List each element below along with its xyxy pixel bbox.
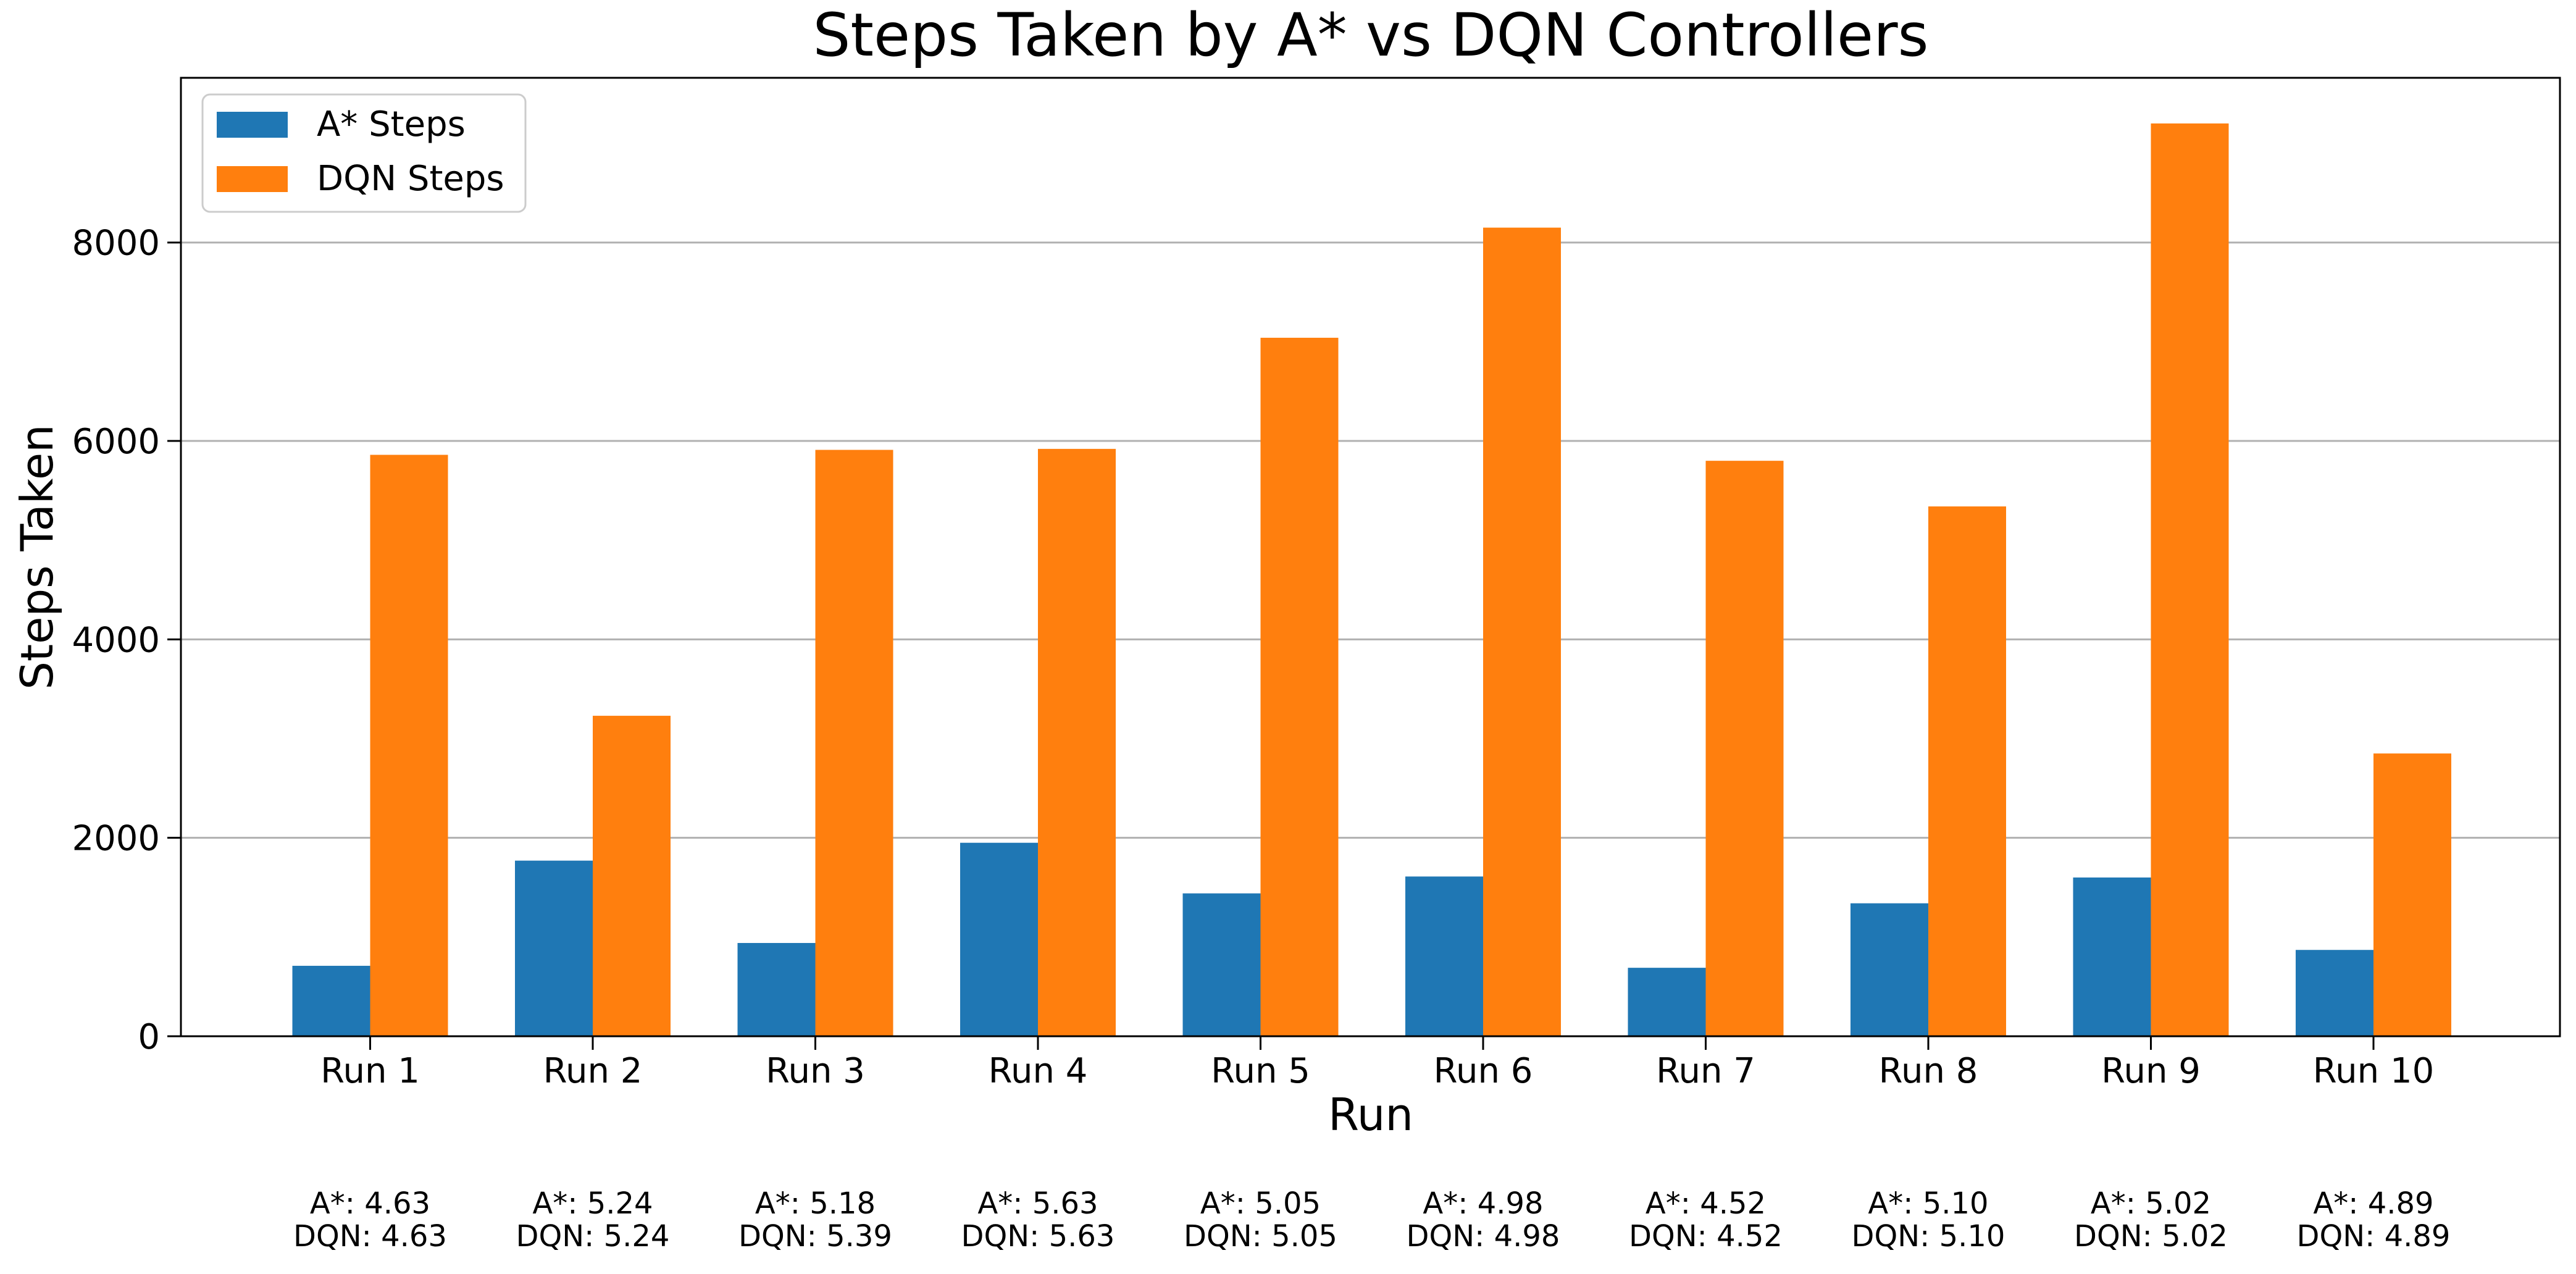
dqn-annotation: DQN: 5.02 bbox=[2074, 1219, 2228, 1254]
astar-bar bbox=[2296, 950, 2373, 1036]
y-axis-ticks: 0 2000 4000 6000 8000 bbox=[72, 224, 181, 1057]
y-tick-label: 0 bbox=[138, 1017, 160, 1057]
bars bbox=[292, 123, 2451, 1037]
astar-bar bbox=[737, 942, 816, 1036]
y-tick-label: 8000 bbox=[72, 224, 160, 264]
legend-label: DQN Steps bbox=[317, 159, 504, 199]
astar-bar bbox=[1850, 903, 1928, 1036]
y-tick-label: 6000 bbox=[72, 422, 160, 462]
astar-annotation: A*: 4.52 bbox=[1646, 1186, 1766, 1221]
astar-annotation: A*: 4.98 bbox=[1423, 1186, 1543, 1221]
x-tick-label: Run 6 bbox=[1434, 1051, 1533, 1091]
chart-title: Steps Taken by A* vs DQN Controllers bbox=[813, 1, 1928, 70]
astar-annotation: A*: 4.63 bbox=[310, 1186, 430, 1221]
astar-annotation: A*: 5.24 bbox=[532, 1186, 653, 1221]
astar-bar bbox=[515, 860, 593, 1036]
x-tick-label: Run 4 bbox=[989, 1051, 1088, 1091]
x-axis-label: Run bbox=[1328, 1089, 1413, 1141]
dqn-annotation: DQN: 5.05 bbox=[1184, 1219, 1337, 1254]
dqn-bar bbox=[815, 450, 893, 1036]
astar-bar bbox=[292, 965, 370, 1036]
astar-annotation: A*: 5.18 bbox=[755, 1186, 876, 1221]
dqn-annotation: DQN: 5.39 bbox=[738, 1219, 892, 1254]
dqn-annotation: DQN: 4.89 bbox=[2297, 1219, 2451, 1254]
astar-annotation: A*: 4.89 bbox=[2313, 1186, 2433, 1221]
dqn-annotation: DQN: 5.24 bbox=[516, 1219, 670, 1254]
x-tick-label: Run 1 bbox=[320, 1051, 420, 1091]
dqn-annotation: DQN: 5.63 bbox=[961, 1219, 1115, 1254]
astar-bar bbox=[1405, 876, 1483, 1036]
x-axis-ticks: Run 1 Run 2 Run 3 Run 4 Run 5 Run 6 Run 7 Run 8… bbox=[320, 1036, 2434, 1091]
dqn-bar bbox=[1038, 448, 1116, 1036]
x-tick-label: Run 3 bbox=[766, 1051, 865, 1091]
dqn-bar bbox=[1928, 506, 2006, 1036]
dqn-bar bbox=[593, 716, 671, 1036]
dqn-annotation: DQN: 5.10 bbox=[1852, 1219, 2005, 1254]
x-tick-label: Run 10 bbox=[2313, 1051, 2434, 1091]
astar-annotation: A*: 5.05 bbox=[1200, 1186, 1321, 1221]
legend-swatch bbox=[217, 112, 288, 138]
astar-bar bbox=[960, 842, 1038, 1036]
x-tick-label: Run 5 bbox=[1211, 1051, 1310, 1091]
astar-bar bbox=[1628, 968, 1706, 1036]
legend-swatch bbox=[217, 166, 288, 192]
y-tick-label: 2000 bbox=[72, 819, 160, 859]
x-tick-label: Run 7 bbox=[1656, 1051, 1755, 1091]
dqn-bar bbox=[1705, 461, 1784, 1036]
dqn-bar bbox=[2151, 123, 2229, 1036]
dqn-annotation: DQN: 4.63 bbox=[293, 1219, 447, 1254]
dqn-annotation: DQN: 4.52 bbox=[1629, 1219, 1783, 1254]
astar-bar bbox=[1182, 893, 1261, 1036]
dqn-bar bbox=[1483, 227, 1561, 1037]
dqn-bar bbox=[2373, 753, 2451, 1036]
astar-annotation: A*: 5.63 bbox=[977, 1186, 1098, 1221]
legend: A* Steps DQN Steps bbox=[201, 93, 527, 213]
astar-annotation: A*: 5.02 bbox=[2091, 1186, 2211, 1221]
dqn-bar bbox=[1260, 337, 1339, 1036]
y-tick-label: 4000 bbox=[72, 620, 160, 660]
x-tick-label: Run 9 bbox=[2101, 1051, 2201, 1091]
dqn-annotation: DQN: 4.98 bbox=[1407, 1219, 1560, 1254]
plot-frame bbox=[180, 77, 2561, 1037]
x-tick-label: Run 8 bbox=[1879, 1051, 1978, 1091]
astar-bar bbox=[2073, 877, 2151, 1036]
x-tick-label: Run 2 bbox=[543, 1051, 643, 1091]
astar-annotation: A*: 5.10 bbox=[1868, 1186, 1988, 1221]
y-axis-label: Steps Taken bbox=[11, 424, 63, 690]
dqn-bar bbox=[370, 455, 448, 1036]
legend-label: A* Steps bbox=[317, 104, 466, 145]
